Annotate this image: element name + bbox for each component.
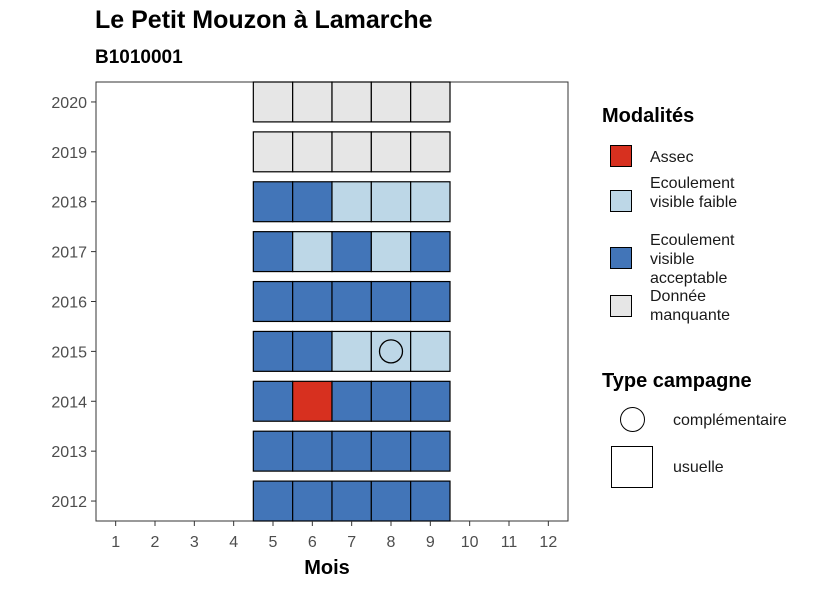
legend-label-usuelle: usuelle [673,459,724,476]
tile-2014-6 [292,380,333,422]
tile-2017-6 [292,231,333,273]
legend-label-complementaire: complémentaire [673,412,787,429]
tile-2013-5 [252,430,294,472]
tile-2012-7 [331,480,372,522]
chart-subtitle: B1010001 [95,47,183,68]
tile-2017-7 [331,231,372,273]
y-tick-label: 2012 [51,494,87,511]
tile-2020-9 [410,81,451,123]
y-tick-label: 2018 [51,195,87,212]
tile-2019-9 [410,131,451,173]
x-tick-label: 1 [111,534,120,551]
legend-swatch-assec [610,145,632,167]
legend-campagne-title: Type campagne [602,370,752,392]
x-tick-label: 10 [461,534,479,551]
x-tick-label: 7 [347,534,356,551]
y-tick-label: 2017 [51,245,87,262]
legend-label-faible: Ecoulement visible faible [650,175,738,211]
y-tick-label: 2019 [51,145,87,162]
legend-swatch-manquante [610,295,632,317]
tile-2016-9 [410,280,451,323]
tile-2014-5 [252,380,294,422]
tile-2013-9 [410,430,451,472]
legend-label-assec: Assec [650,149,694,166]
tile-2018-5 [252,181,294,223]
tile-2018-6 [292,181,333,223]
tile-2015-9 [410,330,451,372]
tile-2012-9 [410,480,451,522]
tile-2020-6 [292,81,333,123]
tile-2013-6 [292,430,333,472]
y-tick-label: 2020 [51,95,87,112]
tile-2016-5 [252,280,294,323]
tile-2015-8 [370,330,412,372]
legend-circle-icon [620,407,645,432]
legend-label-manquante: Donnée manquante [650,288,731,324]
tile-2014-8 [370,380,412,422]
tile-2020-8 [370,81,412,123]
tile-2019-5 [252,131,294,173]
x-tick-label: 8 [387,534,396,551]
tile-2013-8 [370,430,412,472]
tile-2018-8 [370,181,412,223]
legend-swatch-faible [610,190,632,212]
tile-2019-6 [292,131,333,173]
tile-2015-5 [252,330,294,372]
legend-label-acceptable: Ecoulement visible acceptable [650,232,735,287]
x-tick-label: 4 [229,534,238,551]
legend-square-icon [611,446,653,488]
tile-2012-8 [370,480,412,522]
y-tick-label: 2014 [51,394,87,411]
chart-title: Le Petit Mouzon à Lamarche [95,6,433,34]
tile-2020-5 [252,81,294,123]
y-tick-label: 2015 [51,344,87,361]
tile-2020-7 [331,81,372,123]
tile-2016-7 [331,280,372,323]
tile-2016-6 [292,280,333,323]
legend-swatch-acceptable [610,247,632,269]
tile-2013-7 [331,430,372,472]
x-axis-title: Mois [304,557,350,579]
x-tick-label: 6 [308,534,317,551]
tile-2018-9 [410,181,451,223]
complementaire-marker-2015-8 [378,339,404,364]
y-tick-label: 2013 [51,444,87,461]
tile-2012-6 [292,480,333,522]
tile-2012-5 [252,480,294,522]
tile-2018-7 [331,181,372,223]
x-tick-label: 3 [190,534,199,551]
y-tick-label: 2016 [51,295,87,312]
x-tick-label: 12 [539,534,557,551]
tile-2019-7 [331,131,372,173]
x-tick-label: 9 [426,534,435,551]
tile-2017-8 [370,231,412,273]
tile-2017-5 [252,231,294,273]
tile-2016-8 [370,280,412,323]
tile-2014-7 [331,380,372,422]
tile-2015-6 [292,330,333,372]
x-tick-label: 5 [269,534,278,551]
tile-2015-7 [331,330,372,372]
x-tick-label: 11 [501,534,518,551]
tile-2019-8 [370,131,412,173]
tile-2017-9 [410,231,451,273]
x-tick-label: 2 [151,534,160,551]
legend-modalites-title: Modalités [602,105,695,127]
tile-2014-9 [410,380,451,422]
